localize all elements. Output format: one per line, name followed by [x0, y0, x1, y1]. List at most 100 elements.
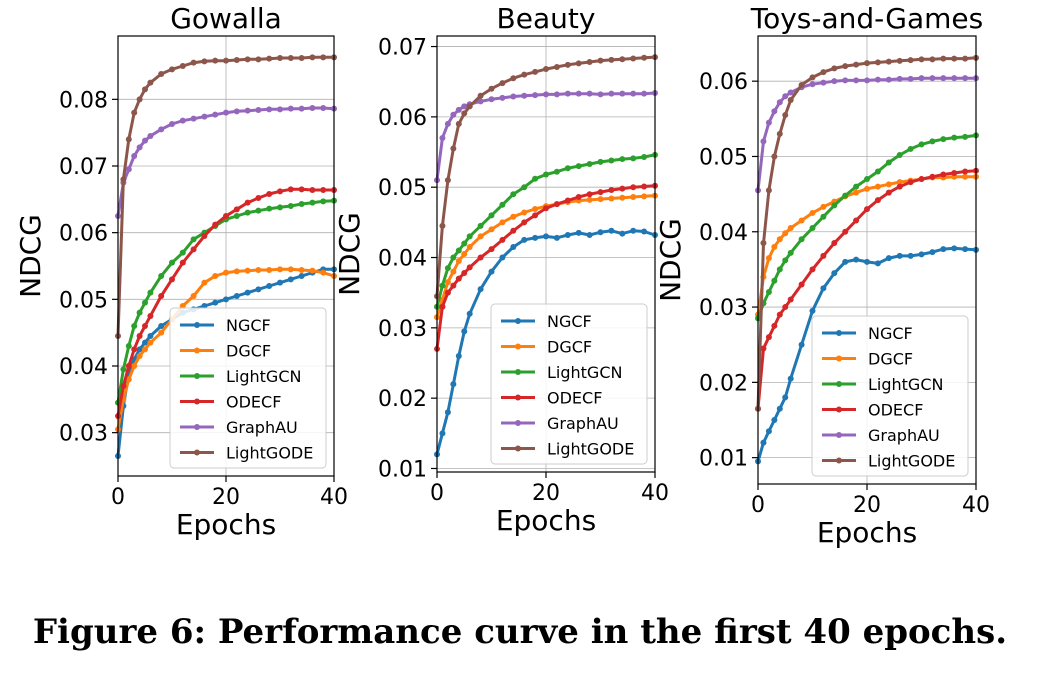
data-point: [223, 296, 229, 303]
data-point: [608, 195, 615, 202]
data-point: [320, 54, 327, 61]
data-point: [233, 57, 240, 63]
data-point: [776, 405, 783, 412]
data-point: [962, 168, 969, 175]
legend-item-dgcf: DGCF: [822, 350, 913, 369]
data-point: [820, 69, 827, 76]
data-point: [765, 119, 772, 126]
data-point: [499, 254, 506, 261]
data-point: [771, 322, 778, 329]
data-point: [896, 57, 903, 64]
data-point: [136, 309, 143, 316]
data-point: [169, 259, 175, 266]
data-point: [455, 275, 462, 282]
data-point: [212, 273, 219, 279]
data-point: [951, 134, 958, 141]
data-point: [787, 89, 794, 96]
legend-item-lightgode: LightGODE: [501, 440, 634, 459]
data-point: [158, 273, 165, 279]
data-point: [190, 246, 197, 253]
legend-marker: [194, 373, 200, 379]
legend-label: DGCF: [226, 342, 271, 361]
data-point: [125, 363, 132, 369]
data-point: [309, 199, 316, 206]
data-point: [864, 176, 870, 183]
data-point: [131, 323, 138, 329]
data-point: [575, 229, 582, 236]
data-point: [510, 93, 517, 100]
data-point: [190, 115, 197, 122]
x-tick-label: 40: [962, 493, 990, 518]
data-point: [233, 108, 240, 115]
data-point: [543, 233, 549, 240]
data-point: [158, 126, 165, 133]
data-point: [782, 230, 789, 237]
legend-label: NGCF: [547, 312, 592, 331]
data-point: [820, 285, 827, 292]
data-point: [608, 90, 615, 97]
data-point: [461, 251, 468, 257]
data-point: [277, 204, 283, 211]
data-point: [787, 97, 794, 103]
data-point: [532, 234, 539, 241]
data-point: [630, 155, 637, 162]
data-point: [190, 236, 197, 243]
legend-item-graphau: GraphAU: [180, 418, 298, 437]
y-tick-label: 0.03: [378, 317, 427, 342]
y-tick-label: 0.05: [699, 145, 748, 170]
data-point: [586, 90, 593, 97]
data-point: [201, 113, 208, 120]
data-point: [212, 111, 219, 118]
data-point: [896, 252, 903, 259]
data-point: [277, 106, 283, 113]
data-point: [309, 187, 316, 193]
series-graphau: [434, 89, 658, 184]
data-point: [641, 183, 648, 190]
data-point: [477, 98, 484, 105]
data-point: [450, 111, 457, 118]
x-axis-label: Epochs: [496, 504, 596, 537]
data-point: [277, 55, 283, 61]
data-point: [510, 191, 517, 198]
series-lightgode: [115, 54, 337, 339]
data-point: [532, 92, 539, 99]
legend-label: LightGCN: [226, 367, 301, 386]
data-point: [450, 381, 457, 388]
data-point: [287, 186, 294, 193]
data-point: [521, 92, 528, 99]
data-point: [776, 266, 783, 273]
data-point: [131, 346, 138, 353]
data-point: [842, 192, 849, 199]
data-point: [864, 185, 870, 192]
data-point: [212, 221, 219, 228]
data-point: [136, 346, 143, 353]
data-point: [553, 234, 560, 241]
data-point: [820, 252, 827, 259]
data-point: [131, 109, 138, 116]
data-point: [309, 54, 316, 61]
data-point: [864, 206, 870, 213]
series-dgcf: [115, 266, 337, 433]
data-point: [477, 222, 484, 229]
data-point: [488, 246, 495, 253]
data-point: [201, 233, 208, 239]
data-point: [179, 249, 186, 256]
data-point: [787, 375, 794, 382]
data-point: [962, 133, 969, 140]
data-point: [125, 166, 132, 173]
data-point: [510, 243, 517, 250]
legend-item-lightgode: LightGODE: [180, 444, 313, 463]
y-tick-label: 0.04: [59, 355, 108, 380]
data-point: [630, 227, 637, 234]
y-tick-label: 0.02: [699, 371, 748, 396]
data-point: [962, 75, 969, 82]
data-point: [298, 55, 305, 61]
data-point: [782, 394, 789, 401]
data-point: [233, 206, 240, 213]
data-point: [532, 205, 539, 212]
legend-item-graphau: GraphAU: [822, 426, 940, 445]
legend-label: GraphAU: [226, 418, 298, 437]
series-lightgcn: [434, 151, 658, 310]
legend-marker: [194, 322, 200, 328]
